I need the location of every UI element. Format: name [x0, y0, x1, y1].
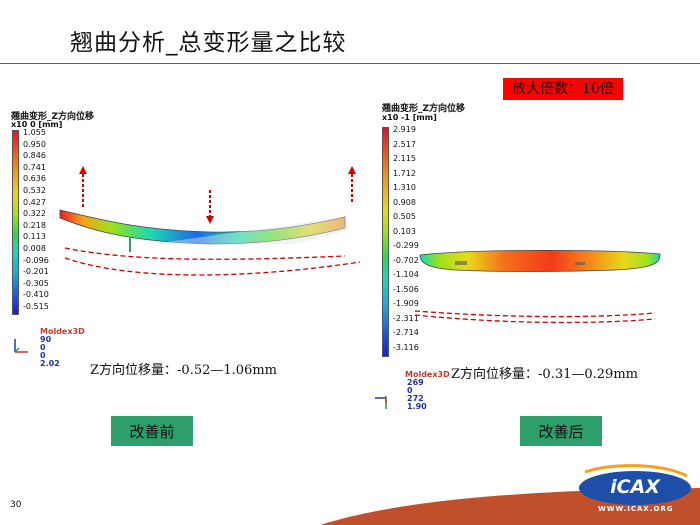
before-label: 改善前	[111, 416, 193, 446]
scale-tick-label: -1.909	[393, 299, 419, 308]
scale-tick-label: -3.116	[393, 342, 419, 352]
right-axis-value: 0	[407, 386, 413, 395]
left-range-text: Z方向位移量：-0.52—1.06mm	[90, 363, 277, 378]
scale-tick-label: 2.517	[393, 139, 416, 149]
scale-tick-label: -2.311	[393, 313, 419, 323]
scale-tick-label: 0.950	[23, 139, 46, 149]
scale-tick-label: 0.505	[393, 212, 416, 221]
left-axis-value: 0	[40, 343, 46, 352]
right-brand: Moldex3D	[405, 370, 450, 379]
scale-tick-label: -0.515	[23, 302, 49, 311]
scale-tick-label: 0.113	[23, 232, 46, 242]
scale-tick-label: 0.322	[23, 209, 46, 219]
svg-text:iCAX: iCAX	[610, 476, 661, 498]
after-label: 改善后	[520, 416, 602, 446]
scale-tick-label: 0.908	[393, 197, 416, 207]
scale-tick-label: -0.702	[393, 255, 419, 265]
magnification-badge: 放大倍数：10倍	[503, 78, 623, 100]
scale-tick-label: 0.008	[23, 244, 46, 253]
page-number: 30	[10, 500, 22, 510]
left-axis-value: 90	[40, 335, 52, 344]
scale-tick-label: -0.201	[23, 267, 49, 277]
slide-title: 翘曲分析_总变形量之比较	[70, 30, 347, 56]
scale-tick-label: -0.096	[23, 255, 49, 265]
right-range-text: Z方向位移量：-0.31—0.29mm	[451, 367, 638, 382]
right-axis-value: 1.90	[407, 402, 427, 411]
left-axis-value: 2.02	[40, 359, 60, 368]
left-color-scale	[12, 130, 19, 315]
scale-tick-label: -1.104	[393, 270, 419, 279]
scale-tick-label: -0.299	[393, 241, 419, 250]
left-legend-unit: x10 0 [mm]	[11, 120, 63, 129]
scale-tick-label: -0.305	[23, 278, 49, 288]
right-axis-values: 269 0 272 1.90	[407, 379, 427, 411]
scale-tick-label: 2.115	[393, 154, 416, 163]
right-color-scale	[382, 127, 389, 357]
left-axis-values: 90 0 0 2.02	[40, 336, 60, 368]
scale-tick-label: 1.712	[393, 168, 416, 178]
scale-tick-label: 0.741	[23, 162, 46, 172]
title-divider	[0, 63, 700, 64]
scale-tick-label: 0.103	[393, 226, 416, 236]
scale-tick-label: 0.218	[23, 220, 46, 230]
logo-url: WWW.ICAX.ORG	[598, 505, 674, 513]
left-axis-triad	[14, 339, 28, 353]
left-warpage-model	[59, 166, 361, 276]
right-axis-value: 272	[407, 394, 424, 403]
icax-logo-icon: iCAX	[579, 464, 691, 505]
scale-tick-label: 0.532	[23, 186, 46, 195]
left-brand: Moldex3D	[40, 327, 85, 336]
right-legend-unit: x10 -1 [mm]	[382, 113, 437, 122]
left-legend-title: 翘曲变形_Z方向位移	[11, 112, 95, 122]
scale-tick-label: 0.427	[23, 197, 46, 207]
left-axis-value: 0	[40, 351, 46, 360]
right-legend-title: 翘曲变形_Z方向位移	[382, 104, 466, 114]
scale-tick-label: 1.310	[393, 183, 416, 192]
scale-tick-label: -0.410	[23, 290, 49, 300]
scale-tick-label: 2.919	[393, 125, 416, 134]
scale-tick-label: 1.055	[23, 128, 46, 137]
scale-tick-label: 0.846	[23, 151, 46, 161]
right-axis-triad	[375, 396, 387, 409]
scale-tick-label: 0.636	[23, 174, 46, 184]
right-warpage-model	[415, 249, 661, 324]
right-axis-value: 269	[407, 378, 424, 387]
scale-tick-label: -1.506	[393, 284, 419, 294]
scale-tick-label: -2.714	[393, 328, 419, 337]
